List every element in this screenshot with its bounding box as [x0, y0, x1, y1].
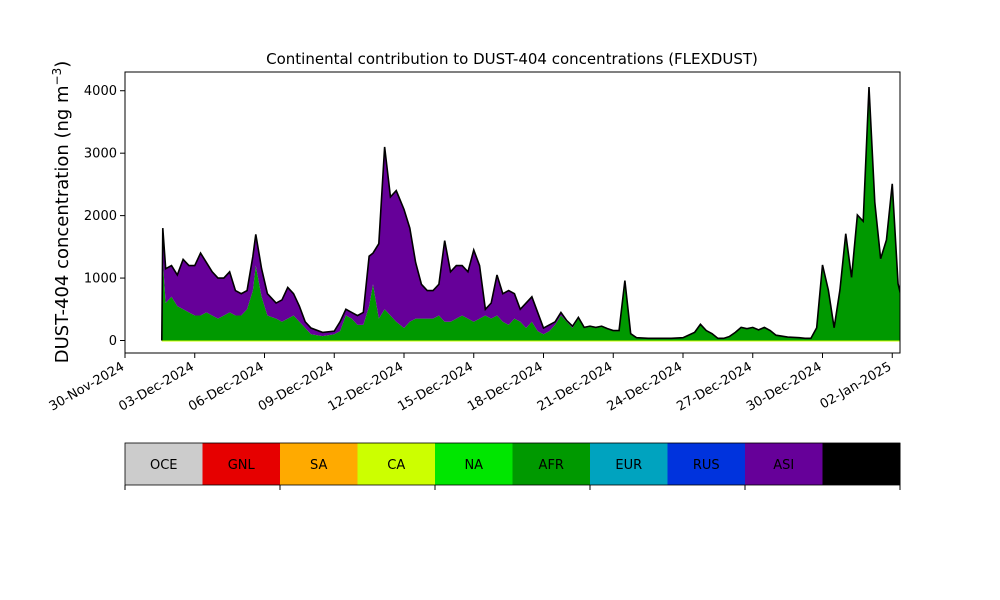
legend-label-asi: ASI — [773, 458, 794, 473]
legend-label-gnl: GNL — [228, 458, 256, 473]
legend-label-afr: AFR — [539, 458, 564, 473]
y-tick-label: 0 — [109, 334, 117, 349]
legend-label-aus: AUS — [848, 458, 875, 473]
legend-label-oce: OCE — [150, 458, 178, 473]
total-outline — [161, 86, 900, 341]
region-colorbar-legend: OCE GNL SA CA NA AFR EUR RUS ASI AUS — [124, 442, 901, 490]
x-tick-label: 21-Dec-2024 — [535, 359, 615, 414]
legend-label-eur: EUR — [615, 458, 642, 473]
y-axis-label: DUST-404 concentration (ng m−3) — [50, 61, 73, 364]
legend-swatch-aus — [822, 443, 901, 485]
legend-frame — [124, 442, 901, 486]
y-tick-label: 1000 — [84, 272, 117, 287]
legend-label-rus: RUS — [693, 458, 720, 473]
x-tick-label: 06-Dec-2024 — [186, 359, 266, 414]
legend-swatch-oce — [125, 443, 203, 485]
stacked-areas — [161, 86, 900, 342]
legend-swatch-afr — [512, 443, 591, 485]
legend-swatch-ca — [357, 443, 436, 485]
legend-swatch-na — [435, 443, 513, 485]
legend-swatch-asi — [745, 443, 823, 485]
x-tick-label: 18-Dec-2024 — [465, 359, 545, 414]
y-axis-label-sup: −3 — [50, 68, 64, 86]
x-tick-label: 24-Dec-2024 — [605, 359, 685, 414]
area-afr — [161, 87, 900, 341]
legend-label-na: NA — [464, 458, 483, 473]
x-tick-label: 15-Dec-2024 — [395, 359, 475, 414]
x-tick-label: 12-Dec-2024 — [326, 359, 406, 414]
legend-label-sa: SA — [310, 458, 327, 473]
x-tick-label: 30-Nov-2024 — [47, 359, 127, 414]
legend-swatch-rus — [667, 443, 746, 485]
area-asi — [161, 86, 900, 341]
x-tick-label: 03-Dec-2024 — [116, 359, 196, 414]
y-tick-label: 3000 — [84, 147, 117, 162]
legend-label-ca: CA — [387, 458, 405, 473]
chart-title: Continental contribution to DUST-404 con… — [266, 50, 758, 68]
legend-swatch-eur — [590, 443, 668, 485]
x-tick-label: 09-Dec-2024 — [256, 359, 336, 414]
legend-swatch-sa — [280, 443, 358, 485]
x-tick-label: 27-Dec-2024 — [674, 359, 754, 414]
plot-area: 0100020003000400030-Nov-202403-Dec-20240… — [47, 71, 901, 415]
legend-swatch-gnl — [202, 443, 281, 485]
y-axis-label-suffix: ) — [52, 61, 73, 68]
y-axis-label-prefix: DUST-404 concentration (ng m — [52, 85, 73, 363]
x-tick-label: 30-Dec-2024 — [744, 359, 824, 414]
plot-frame — [124, 71, 901, 354]
y-tick-label: 2000 — [84, 209, 117, 224]
y-tick-label: 4000 — [84, 84, 117, 99]
x-tick-label: 02-Jan-2025 — [818, 359, 895, 412]
